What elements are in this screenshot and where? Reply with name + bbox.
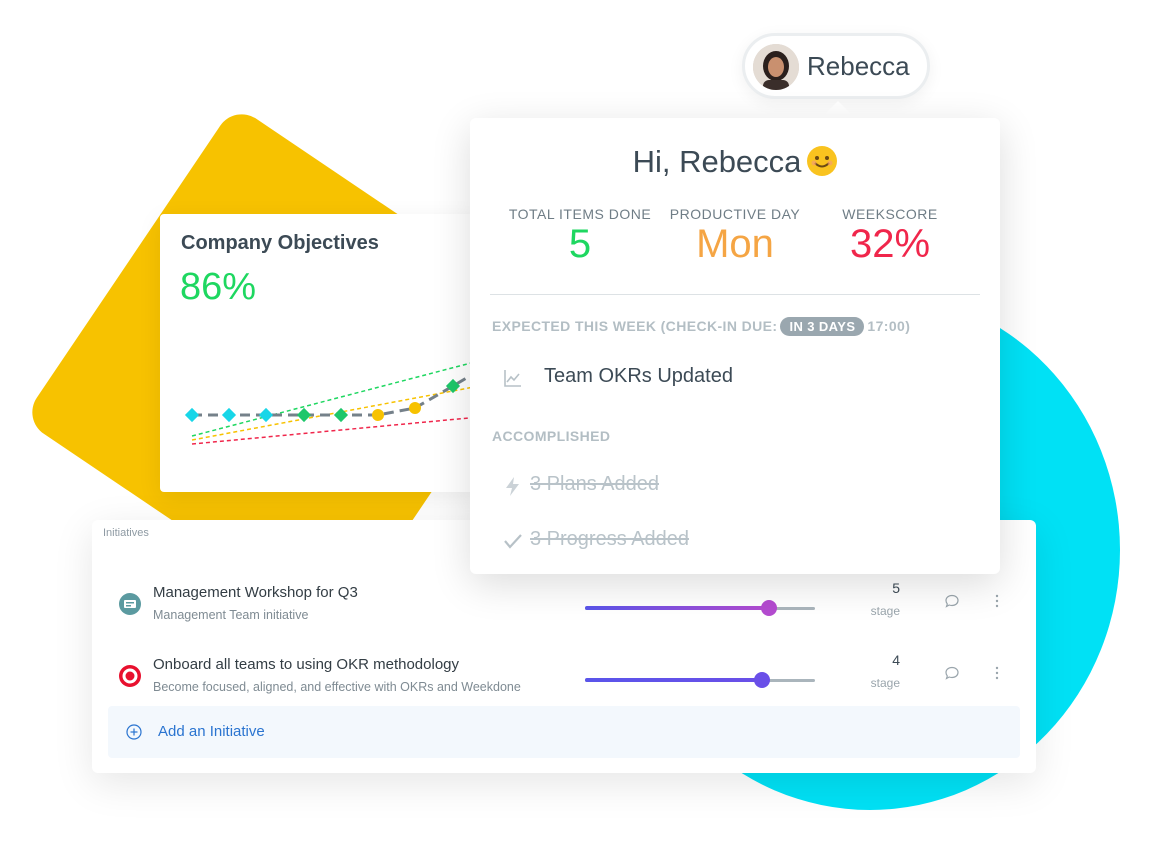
chart-point (445, 378, 461, 394)
initiative-row[interactable]: Onboard all teams to using OKR methodolo… (92, 648, 1036, 708)
stat-productive-day: PRODUCTIVE DAY Mon (645, 206, 825, 267)
user-name: Rebecca (807, 51, 910, 81)
chart-point (221, 407, 237, 423)
expected-label-text: EXPECTED THIS WEEK (CHECK-IN DUE: (492, 318, 778, 334)
add-initiative-label: Add an Initiative (158, 723, 265, 740)
stage-value: 4 (892, 652, 900, 668)
chart-line-icon (504, 370, 521, 387)
add-initiative-button[interactable]: Add an Initiative (108, 706, 1020, 758)
accomplished-label: ACCOMPLISHED (492, 428, 611, 444)
initiative-progress-slider[interactable] (585, 600, 815, 616)
divider (490, 294, 980, 295)
accomplished-item-text: 3 Plans Added (530, 473, 659, 495)
objectives-trend-chart (184, 359, 480, 445)
user-menu-chip[interactable]: Rebecca (742, 33, 930, 99)
slider-fill (585, 606, 769, 610)
initiative-progress-slider[interactable] (585, 672, 815, 688)
due-badge: IN 3 DAYS (780, 317, 865, 336)
chart-point (409, 402, 421, 414)
trend-line-red (191, 416, 480, 445)
chart-point (296, 407, 312, 423)
slider-fill (585, 678, 763, 682)
stage-label: stage (870, 604, 900, 618)
stat-label: PRODUCTIVE DAY (669, 206, 801, 222)
accomplished-item-text: 3 Progress Added (530, 528, 689, 550)
initiative-title[interactable]: Management Workshop for Q3 (153, 584, 358, 601)
comment-icon[interactable] (943, 592, 961, 610)
initiative-subtitle: Become focused, aligned, and effective w… (153, 680, 521, 694)
objectives-percent: 86% (180, 266, 257, 308)
stat-value: 32% (849, 222, 931, 266)
comment-icon[interactable] (943, 664, 961, 682)
more-vertical-icon[interactable] (992, 592, 1002, 610)
trend-line-yellow (191, 385, 480, 441)
presentation-icon (119, 593, 141, 615)
initiatives-header: Initiatives (103, 527, 149, 539)
expected-item-text: Team OKRs Updated (544, 365, 733, 387)
trend-line-green (191, 359, 480, 437)
greeting-text: Hi, Rebecca (632, 144, 802, 179)
actual-progress-line (192, 368, 480, 417)
slider-thumb[interactable] (754, 672, 771, 688)
slider-thumb[interactable] (761, 600, 777, 616)
user-summary-popup: Hi, Rebecca TOTAL ITEMS DONE 5 PRODUCTIV… (470, 118, 1000, 574)
chart-point (258, 407, 274, 423)
company-objectives-card[interactable]: Company Objectives 86% (160, 214, 480, 492)
stat-total-items-done: TOTAL ITEMS DONE 5 (490, 206, 670, 267)
chart-point (184, 407, 200, 423)
smiley-icon (807, 146, 838, 176)
lightning-icon (506, 477, 519, 496)
initiative-subtitle: Management Team initiative (153, 608, 309, 622)
chart-point (372, 409, 384, 421)
more-vertical-icon[interactable] (992, 664, 1002, 682)
plus-circle-icon (126, 724, 142, 740)
objectives-title: Company Objectives (181, 232, 379, 254)
due-time: 17:00) (867, 318, 911, 334)
stat-value: 5 (568, 222, 592, 266)
initiative-title[interactable]: Onboard all teams to using OKR methodolo… (153, 656, 459, 673)
initiative-row[interactable]: Management Workshop for Q3 Management Te… (92, 576, 1036, 636)
stat-label: WEEKSCORE (842, 206, 938, 222)
avatar (753, 44, 799, 90)
stage-value: 5 (892, 580, 900, 596)
stat-value: Mon (696, 222, 774, 266)
chart-point (333, 407, 349, 423)
stage-label: stage (870, 676, 900, 690)
stat-label: TOTAL ITEMS DONE (508, 206, 652, 222)
expected-this-week-label: EXPECTED THIS WEEK (CHECK-IN DUE: IN 3 DA… (492, 317, 910, 336)
stat-weekscore: WEEKSCORE 32% (800, 206, 980, 267)
target-icon (119, 665, 141, 687)
greeting: Hi, Rebecca (470, 144, 1000, 180)
check-icon (504, 534, 522, 549)
